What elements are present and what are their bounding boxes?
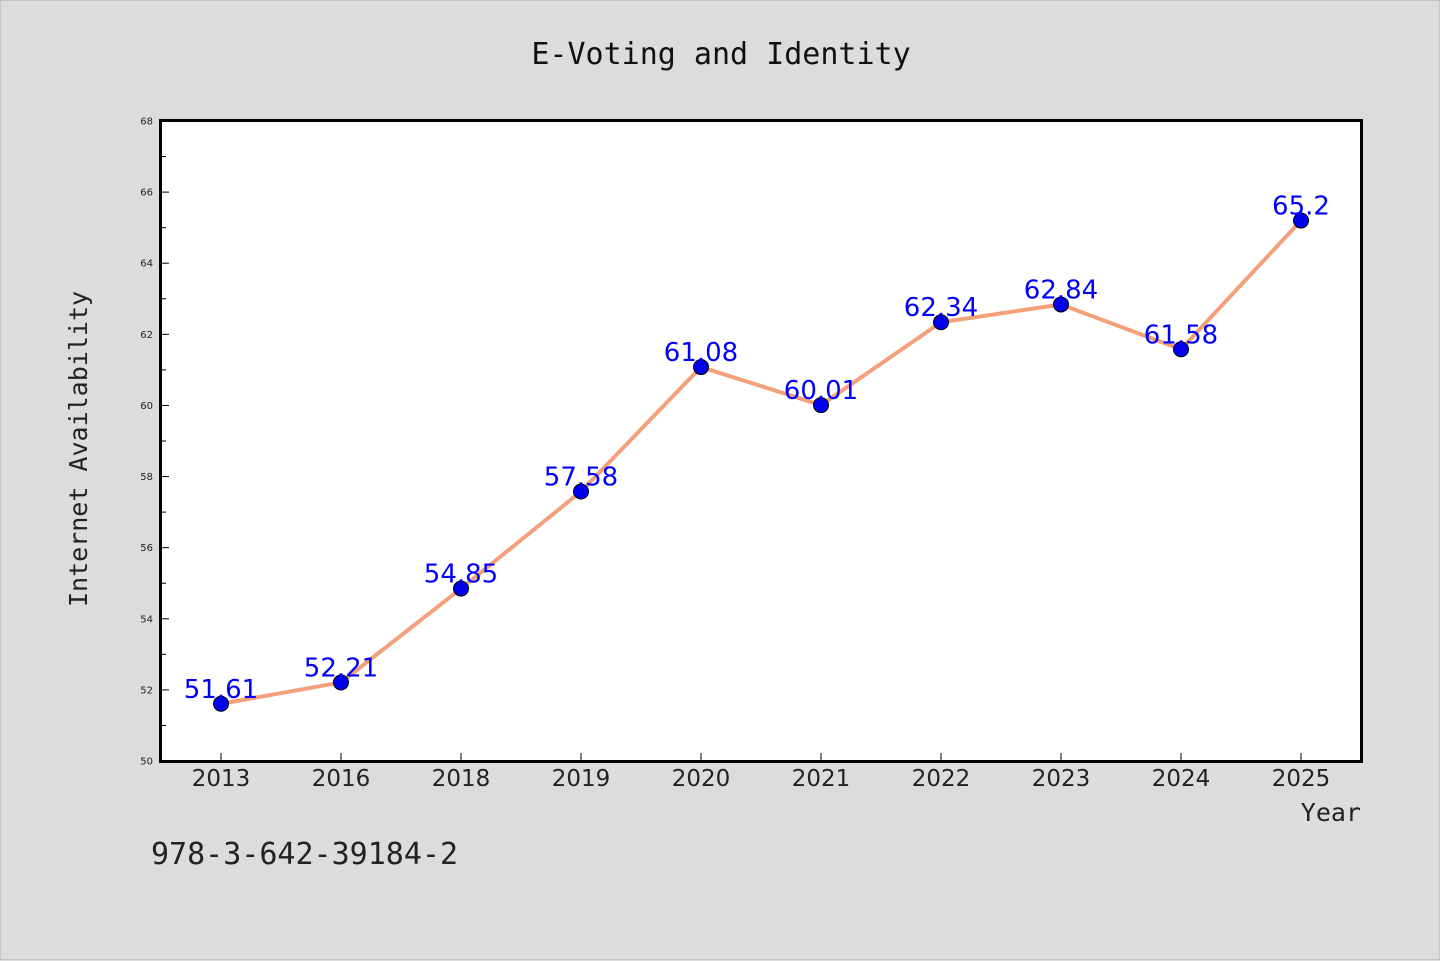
y-tick-label: 66 bbox=[140, 188, 153, 199]
series-layer: 51.61 52.21 54.85 57.58 61.08 60.01 62.34 62.84… bbox=[184, 192, 1330, 712]
y-tick-label: 52 bbox=[140, 685, 153, 696]
x-tick-label: 2019 bbox=[552, 766, 611, 792]
data-label: 57.58 bbox=[544, 462, 618, 492]
y-axis-label: Internet Availability bbox=[64, 291, 93, 607]
y-tick-label: 62 bbox=[140, 330, 153, 341]
data-point bbox=[573, 483, 589, 500]
data-point bbox=[813, 397, 829, 414]
y-tick-label: 60 bbox=[140, 401, 153, 412]
y-tick-label: 58 bbox=[140, 472, 153, 483]
x-tick-label: 2025 bbox=[1272, 766, 1331, 792]
x-tick-label: 2013 bbox=[192, 766, 251, 792]
y-tick-label: 50 bbox=[140, 757, 153, 768]
y-tick-label: 64 bbox=[140, 259, 153, 270]
data-label: 51.61 bbox=[184, 675, 258, 705]
y-axis: 50 52 54 56 58 60 62 64 66 68 bbox=[140, 117, 169, 768]
data-point bbox=[1173, 341, 1189, 358]
data-point bbox=[693, 359, 709, 376]
data-point bbox=[1293, 212, 1309, 229]
x-tick-label: 2022 bbox=[912, 766, 971, 792]
data-point bbox=[933, 314, 949, 331]
y-tick-label: 56 bbox=[140, 543, 153, 554]
x-tick-label: 2020 bbox=[672, 766, 731, 792]
series-line bbox=[219, 218, 1303, 706]
data-point bbox=[213, 695, 229, 712]
x-axis: 2013 2016 2018 2019 2020 2021 2022 2023 2024 2025 bbox=[192, 753, 1331, 792]
y-tick-label: 54 bbox=[140, 614, 153, 625]
data-point bbox=[333, 674, 349, 691]
x-tick-label: 2016 bbox=[312, 766, 371, 792]
data-label: 60.01 bbox=[784, 376, 858, 406]
data-label: 61.58 bbox=[1144, 320, 1218, 350]
y-tick-label: 68 bbox=[140, 117, 153, 128]
chart-title: E-Voting and Identity bbox=[531, 37, 910, 72]
x-tick-label: 2023 bbox=[1032, 766, 1091, 792]
data-label: 61.08 bbox=[664, 338, 738, 368]
data-point bbox=[1053, 296, 1069, 313]
data-point bbox=[453, 580, 469, 597]
data-label: 62.34 bbox=[904, 293, 978, 323]
x-tick-label: 2024 bbox=[1152, 766, 1211, 792]
data-label: 62.84 bbox=[1024, 275, 1098, 305]
data-label: 54.85 bbox=[424, 560, 498, 590]
x-tick-label: 2018 bbox=[432, 766, 491, 792]
x-axis-label: Year bbox=[1301, 798, 1361, 827]
data-label: 65.2 bbox=[1272, 192, 1330, 222]
plot-area bbox=[159, 119, 1363, 763]
footnote-isbn: 978-3-642-39184-2 bbox=[151, 837, 458, 872]
x-tick-label: 2021 bbox=[792, 766, 851, 792]
data-label: 52.21 bbox=[304, 653, 378, 683]
